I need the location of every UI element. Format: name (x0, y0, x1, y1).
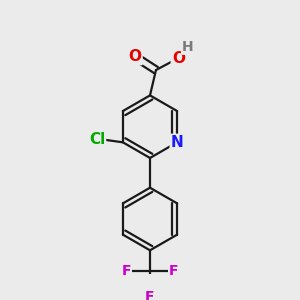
Text: Cl: Cl (89, 132, 105, 147)
Text: H: H (182, 40, 194, 54)
Text: F: F (145, 290, 155, 300)
Text: F: F (169, 264, 178, 278)
Text: F: F (122, 264, 131, 278)
Text: O: O (129, 49, 142, 64)
Text: O: O (172, 51, 185, 66)
Text: N: N (171, 135, 184, 150)
